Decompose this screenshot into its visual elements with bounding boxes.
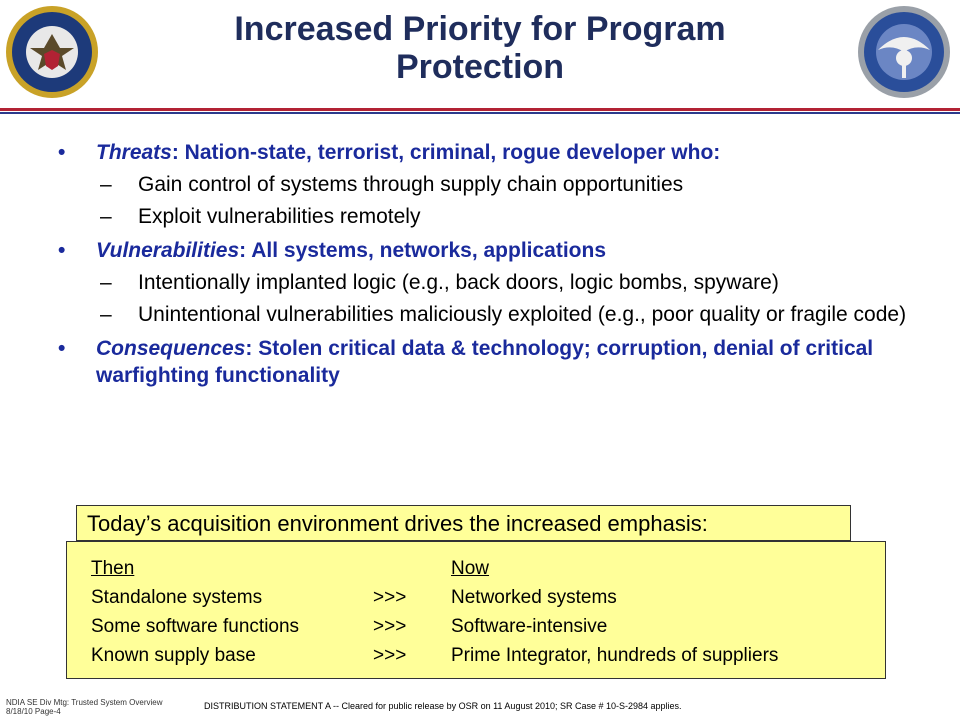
then-cell: Some software functions (91, 616, 300, 637)
arrow-cell: >>> (373, 587, 407, 608)
now-cell: Prime Integrator, hundreds of suppliers (451, 645, 779, 666)
distribution-statement: DISTRIBUTION STATEMENT A -- Cleared for … (204, 701, 682, 711)
emphasis-box-heading: Today’s acquisition environment drives t… (76, 505, 851, 541)
sub-bullet: – Exploit vulnerabilities remotely (58, 203, 908, 230)
then-cell: Standalone systems (91, 587, 263, 608)
bullet-vulnerabilities: • Vulnerabilities: All systems, networks… (58, 237, 908, 264)
then-now-table: Then Now Standalone systems >>> Networke… (66, 541, 886, 679)
footer-page-number: 8/18/10 Page-4 (6, 707, 61, 716)
bullet-marker: • (58, 141, 66, 164)
now-header: Now (451, 558, 490, 579)
then-now-row: Standalone systems >>> Networked systems (67, 585, 885, 611)
bullet-term: Vulnerabilities (96, 239, 240, 262)
header-rule-blue (0, 112, 960, 114)
bullet-threats: • Threats: Nation-state, terrorist, crim… (58, 139, 908, 166)
department-of-defense-seal-icon (6, 6, 98, 98)
sub-marker: – (100, 173, 112, 196)
ddre-seal-icon (858, 6, 950, 98)
bullet-list: • Threats: Nation-state, terrorist, crim… (58, 132, 908, 389)
sub-bullet: – Intentionally implanted logic (e.g., b… (58, 269, 908, 296)
then-now-header-row: Then Now (67, 556, 885, 582)
sub-marker: – (100, 205, 112, 228)
sub-bullet-text: Intentionally implanted logic (e.g., bac… (138, 271, 779, 294)
title-line-1: Increased Priority for Program (234, 10, 726, 48)
slide-title: Increased Priority for Program Protectio… (140, 10, 820, 86)
arrow-cell: >>> (373, 645, 407, 666)
sub-bullet: – Gain control of systems through supply… (58, 171, 908, 198)
then-now-row: Known supply base >>> Prime Integrator, … (67, 643, 885, 669)
sub-bullet: – Unintentional vulnerabilities maliciou… (58, 301, 908, 328)
bullet-term: Threats (96, 141, 172, 164)
arrow-cell: >>> (373, 616, 407, 637)
then-cell: Known supply base (91, 645, 256, 666)
bullet-text: : Nation-state, terrorist, criminal, rog… (171, 141, 721, 164)
sub-bullet-text: Gain control of systems through supply c… (138, 173, 684, 196)
now-cell: Networked systems (451, 587, 617, 608)
sub-bullet-text: Exploit vulnerabilities remotely (138, 205, 421, 228)
footer-meeting-info: NDIA SE Div Mtg: Trusted System Overview… (6, 698, 206, 716)
then-now-row: Some software functions >>> Software-int… (67, 614, 885, 640)
then-header: Then (91, 558, 135, 579)
bullet-term: Consequences (96, 337, 246, 360)
sub-bullet-text: Unintentional vulnerabilities maliciousl… (138, 303, 907, 326)
bullet-text: : Stolen critical data & technology; cor… (96, 337, 874, 387)
title-line-2: Protection (395, 48, 565, 86)
sub-marker: – (100, 303, 112, 326)
bullet-marker: • (58, 337, 66, 360)
header-rule-red (0, 108, 960, 111)
bullet-consequences: • Consequences: Stolen critical data & t… (58, 335, 908, 389)
footer-meeting-title: NDIA SE Div Mtg: Trusted System Overview (6, 698, 163, 707)
bullet-marker: • (58, 239, 66, 262)
sub-marker: – (100, 271, 112, 294)
now-cell: Software-intensive (451, 616, 608, 637)
bullet-text: : All systems, networks, applications (239, 239, 607, 262)
